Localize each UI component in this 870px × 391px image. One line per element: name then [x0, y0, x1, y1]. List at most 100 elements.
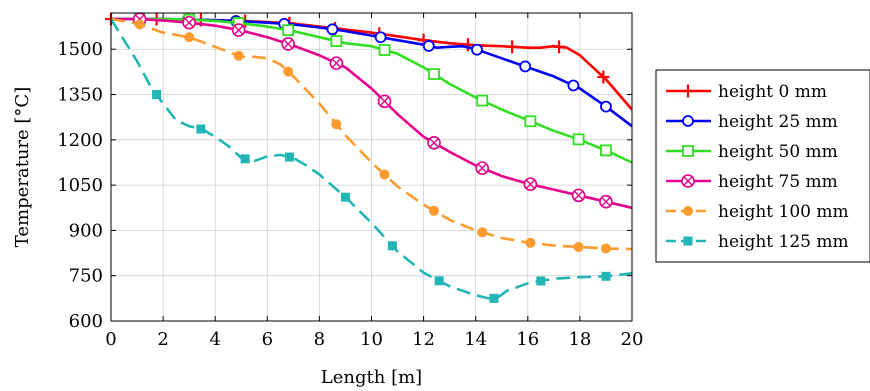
- data-point: [475, 161, 490, 175]
- x-tick-label: 14: [464, 329, 487, 350]
- data-point: [379, 169, 390, 180]
- data-point: [429, 205, 440, 216]
- legend: height 0 mm height 25 mm height 50 mm heigh…: [655, 69, 870, 263]
- grid: [110, 13, 633, 322]
- data-point: [231, 23, 246, 37]
- axis-ticks: 0 2 4 6 8 10 12 14 16 18 20 600 750 900 1050 1200 1350 15…: [57, 13, 643, 350]
- data-point: [600, 243, 611, 254]
- legend-item: height 50 mm: [666, 142, 838, 162]
- data-point: [282, 24, 295, 37]
- x-tick-label: 4: [209, 329, 220, 350]
- legend-label: height 50 mm: [718, 142, 838, 162]
- data-point: [378, 44, 391, 56]
- legend-marker: [682, 145, 694, 157]
- series-line: [111, 17, 633, 210]
- data-point: [377, 94, 392, 109]
- data-point: [240, 154, 250, 164]
- series-line: [110, 17, 633, 251]
- data-point: [422, 40, 435, 52]
- y-tick-label: 1050: [57, 175, 103, 196]
- data-point: [476, 94, 489, 107]
- legend-marker: [682, 115, 694, 127]
- data-point: [601, 271, 611, 281]
- data-point: [427, 136, 441, 150]
- x-tick-label: 8: [314, 329, 325, 350]
- x-tick-label: 6: [262, 329, 273, 350]
- legend-box: [655, 69, 870, 263]
- data-point: [233, 50, 244, 61]
- data-point: [329, 56, 344, 70]
- legend-item: height 0 mm: [666, 82, 827, 102]
- data-point: [524, 115, 537, 128]
- legend-marker: [682, 84, 694, 98]
- x-axis-label: Length [m]: [321, 367, 422, 388]
- data-point: [134, 19, 145, 30]
- y-tick-label: 600: [69, 311, 103, 332]
- x-tick-label: 10: [360, 329, 383, 350]
- data-point: [572, 133, 585, 146]
- data-point: [567, 79, 580, 92]
- x-tick-label: 20: [621, 329, 644, 350]
- data-point: [536, 276, 546, 286]
- legend-marker: [681, 174, 695, 188]
- x-tick-label: 0: [105, 329, 116, 350]
- data-point: [152, 90, 162, 100]
- x-tick-label: 12: [412, 329, 435, 350]
- data-point: [571, 188, 586, 203]
- legend-label: height 75 mm: [718, 172, 838, 192]
- data-point: [326, 23, 339, 36]
- legend-label: height 100 mm: [718, 202, 849, 222]
- y-tick-label: 1200: [57, 130, 103, 151]
- data-point: [330, 35, 343, 47]
- legend-label: height 25 mm: [718, 112, 838, 132]
- data-point: [461, 38, 474, 52]
- data-point: [283, 66, 294, 77]
- series-4: [110, 17, 633, 254]
- series-3: [111, 12, 633, 210]
- data-point: [573, 241, 584, 252]
- legend-item: height 100 mm: [666, 202, 849, 222]
- x-tick-label: 16: [516, 329, 539, 350]
- legend-marker: [683, 206, 693, 216]
- series-line: [109, 18, 633, 300]
- y-tick-label: 1500: [57, 39, 103, 60]
- x-tick-label: 2: [157, 329, 168, 350]
- data-point: [196, 124, 206, 134]
- data-point: [471, 43, 483, 56]
- series-lines: [105, 12, 633, 303]
- data-point: [374, 31, 387, 44]
- data-point: [184, 32, 195, 43]
- data-point: [477, 227, 488, 238]
- data-point: [428, 68, 440, 80]
- series-5: [109, 18, 633, 303]
- data-point: [489, 293, 499, 303]
- legend-marker: [683, 236, 693, 246]
- data-point: [597, 70, 610, 84]
- data-point: [525, 237, 536, 248]
- data-point: [599, 194, 613, 209]
- data-point: [519, 60, 532, 73]
- series-line: [111, 17, 633, 164]
- legend-item: height 125 mm: [666, 232, 849, 252]
- legend-item: height 75 mm: [666, 172, 838, 192]
- data-point: [331, 119, 342, 130]
- data-point: [387, 241, 397, 251]
- data-point: [600, 144, 612, 157]
- y-tick-label: 1350: [57, 85, 103, 106]
- legend-label: height 0 mm: [718, 82, 827, 102]
- data-point: [506, 40, 519, 54]
- y-tick-label: 900: [69, 220, 103, 241]
- data-point: [600, 100, 612, 113]
- data-point: [281, 37, 295, 51]
- legend-item: height 25 mm: [666, 112, 838, 132]
- data-point: [553, 40, 566, 54]
- data-point: [340, 192, 350, 202]
- data-point: [434, 276, 444, 286]
- data-point: [182, 15, 196, 30]
- data-point: [523, 177, 538, 192]
- legend-label: height 125 mm: [718, 232, 849, 252]
- data-point: [284, 152, 294, 162]
- y-tick-label: 750: [69, 266, 103, 287]
- y-axis-label: Temperature [°C]: [12, 87, 33, 247]
